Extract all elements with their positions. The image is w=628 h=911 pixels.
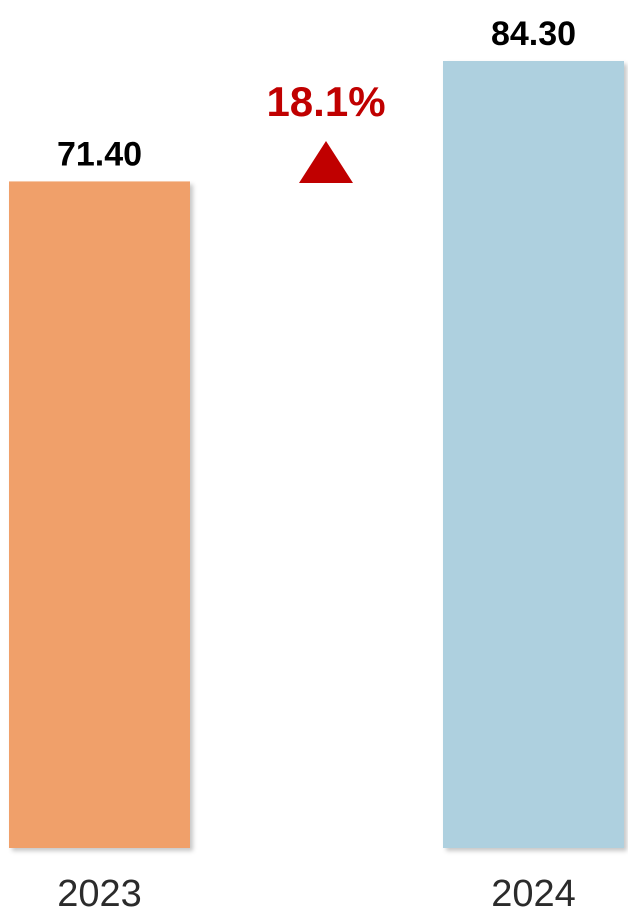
- value-label-2023: 71.40: [57, 135, 142, 173]
- percent-change-label: 18.1%: [266, 78, 385, 125]
- value-label-2024: 84.30: [491, 15, 576, 53]
- x-tick-label-2024: 2024: [491, 873, 576, 911]
- labels-group: 71.40 2023 84.30 2024: [57, 15, 576, 911]
- change-annotation: 18.1%: [266, 78, 386, 183]
- triangle-up-icon: [299, 141, 353, 183]
- bars-group: [9, 61, 624, 848]
- x-tick-label-2023: 2023: [57, 873, 142, 911]
- bar-2024: [443, 61, 624, 848]
- bar-2023: [9, 181, 190, 848]
